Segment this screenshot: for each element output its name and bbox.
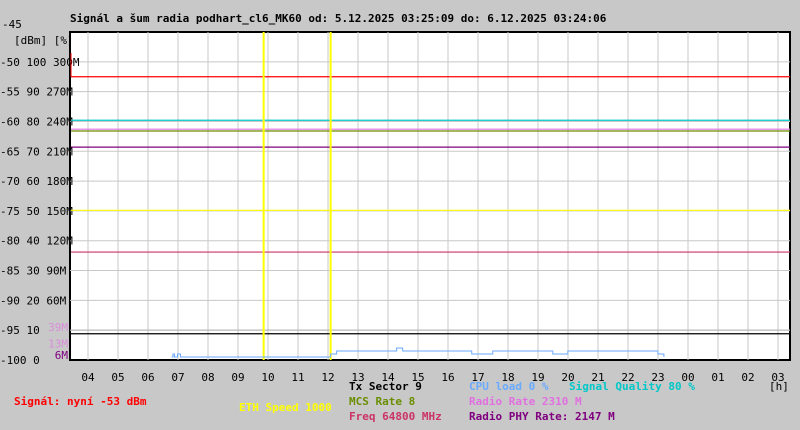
x-tick-label: 21 <box>591 371 604 384</box>
y-extra-tick-label: 13M <box>48 337 68 350</box>
x-tick-label: 15 <box>411 371 424 384</box>
x-tick-label: 04 <box>81 371 95 384</box>
y-tick-label: -90 20 60M <box>0 294 67 307</box>
legend-signal: Signál: nyní -53 dBm <box>14 395 147 408</box>
chart-title: Signál a šum radia podhart_cl6_MK60 od: … <box>70 12 607 25</box>
x-tick-label: 08 <box>201 371 214 384</box>
y-tick-label: -75 50 150M <box>0 205 73 218</box>
x-unit-label: [h] <box>769 380 789 393</box>
x-tick-label: 05 <box>111 371 124 384</box>
y-tick-label: -50 100 300M <box>0 56 80 69</box>
y-tick-label: -70 60 180M <box>0 175 73 188</box>
x-tick-label: 17 <box>471 371 484 384</box>
plot-area <box>69 31 791 361</box>
y-tick-label: -45 <box>2 18 22 31</box>
legend-eth: ETH Speed 1000 <box>239 401 332 414</box>
y-tick-label: -95 10 <box>0 324 40 337</box>
x-tick-label: 01 <box>711 371 724 384</box>
x-tick-label: 19 <box>531 371 544 384</box>
x-tick-label: 07 <box>171 371 184 384</box>
y-tick-label: -100 0 <box>0 354 40 367</box>
x-tick-label: 00 <box>681 371 694 384</box>
x-tick-label: 23 <box>651 371 664 384</box>
legend-cpu: CPU load 0 % <box>469 380 549 393</box>
legend-signal-quality: Signal Quality 80 % <box>569 380 695 393</box>
x-tick-label: 13 <box>351 371 364 384</box>
x-tick-label: 03 <box>771 371 784 384</box>
legend-radio-rate: Radio Rate 2310 M <box>469 395 582 408</box>
x-tick-label: 10 <box>261 371 274 384</box>
x-tick-label: 11 <box>291 371 304 384</box>
y-units-label: [dBm] [%] <box>14 34 74 47</box>
x-tick-label: 18 <box>501 371 514 384</box>
x-tick-label: 22 <box>621 371 634 384</box>
legend-freq: Freq 64800 MHz <box>349 410 442 423</box>
y-tick-label: -65 70 210M <box>0 145 73 158</box>
y-tick-label: -60 80 240M <box>0 115 73 128</box>
y-extra-tick-label: 6M <box>55 349 69 362</box>
x-tick-label: 09 <box>231 371 244 384</box>
x-tick-label: 02 <box>741 371 754 384</box>
x-tick-label: 14 <box>381 371 395 384</box>
y-tick-label: -55 90 270M <box>0 86 73 99</box>
y-tick-label: -85 30 90M <box>0 265 67 278</box>
y-extra-tick-label: 39M <box>48 321 68 334</box>
series-line-cpu-load <box>171 347 665 358</box>
x-tick-label: 16 <box>441 371 454 384</box>
legend-tx-sector: Tx Sector 9 <box>349 380 422 393</box>
x-tick-label: 12 <box>321 371 334 384</box>
legend-phy-rate: Radio PHY Rate: 2147 M <box>469 410 615 423</box>
y-tick-label: -80 40 120M <box>0 235 73 248</box>
x-tick-label: 20 <box>561 371 574 384</box>
x-tick-label: 06 <box>141 371 154 384</box>
legend-mcs: MCS Rate 8 <box>349 395 416 408</box>
